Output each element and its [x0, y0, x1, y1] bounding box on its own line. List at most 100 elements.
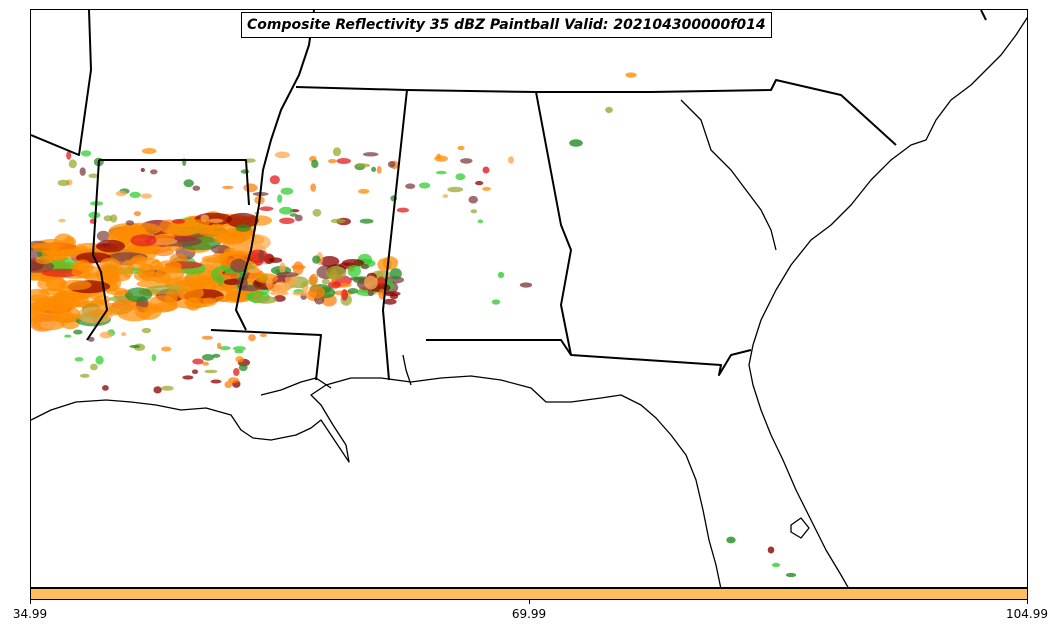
reflectivity-blob [32, 243, 61, 253]
reflectivity-blob [151, 354, 157, 362]
reflectivity-blob [491, 299, 501, 305]
reflectivity-blob [161, 385, 174, 391]
louisiana-mississippi-border [210, 329, 322, 381]
reflectivity-blob [312, 208, 322, 217]
reflectivity-blob [224, 381, 233, 389]
reflectivity-blob [269, 175, 280, 185]
reflectivity-blob [419, 182, 431, 189]
reflectivity-blob [276, 271, 299, 278]
reflectivity-blob [235, 356, 244, 363]
reflectivity-blob [482, 166, 490, 174]
carolina-inlets [680, 99, 777, 251]
oklahoma-arkansas-border [31, 10, 92, 156]
reflectivity-blob [102, 385, 109, 391]
reflectivity-blob [204, 369, 218, 374]
reflectivity-blob [328, 281, 341, 289]
reflectivity-blob [273, 281, 290, 294]
reflectivity-blob [233, 368, 240, 376]
mississippi-alabama-border [382, 89, 408, 381]
reflectivity-blob [130, 234, 157, 247]
reflectivity-blob [58, 218, 66, 223]
reflectivity-blob [625, 72, 637, 78]
coastline [31, 16, 1027, 587]
reflectivity-blob [140, 193, 152, 199]
reflectivity-blob [95, 355, 104, 365]
colorbar-tick-label: 69.99 [511, 607, 547, 621]
reflectivity-blob [164, 290, 178, 307]
reflectivity-blob [280, 187, 294, 195]
reflectivity-blob [161, 346, 172, 352]
reflectivity-blob [153, 386, 162, 394]
reflectivity-blob [223, 278, 241, 286]
reflectivity-blob [447, 186, 464, 193]
lake-okeechobee [790, 517, 810, 539]
reflectivity-blob [165, 228, 201, 236]
colorbar-tick-label: 104.99 [1006, 607, 1048, 621]
reflectivity-blob [341, 259, 365, 267]
reflectivity-blob [172, 219, 186, 224]
atlantic-coast [748, 16, 1027, 587]
reflectivity-blob [341, 289, 348, 301]
reflectivity-blob [73, 329, 83, 335]
reflectivity-blob [434, 155, 448, 162]
reflectivity-blob [294, 214, 303, 222]
reflectivity-blob [347, 264, 361, 278]
reflectivity-blob [247, 268, 260, 273]
reflectivity-blob [176, 284, 204, 301]
reflectivity-blob [152, 248, 174, 257]
reflectivity-blob [182, 375, 194, 380]
reflectivity-blob [230, 258, 248, 273]
reflectivity-blob [355, 163, 371, 168]
reflectivity-blob [336, 158, 351, 164]
reflectivity-blob [255, 296, 277, 304]
reflectivity-blob [81, 150, 92, 157]
reflectivity-blob [183, 179, 194, 188]
reflectivity-blob [174, 279, 195, 286]
reflectivity-blob [191, 369, 199, 375]
alabama-florida-border [426, 339, 752, 376]
mississippi-river [235, 10, 315, 331]
reflectivity-blob [328, 159, 337, 164]
reflectivity-blob [154, 233, 175, 242]
reflectivity-blob [87, 336, 95, 342]
reflectivity-blob [216, 342, 222, 349]
reflectivity-blob [325, 265, 347, 280]
reflectivity-blob [155, 266, 185, 282]
louisiana-delta [260, 377, 332, 396]
reflectivity-blob [330, 218, 346, 224]
reflectivity-blob [121, 332, 127, 337]
colorbar-tick-label: 34.99 [12, 607, 48, 621]
reflectivity-blob [75, 259, 91, 272]
reflectivity-blob [321, 278, 330, 285]
reflectivity-blob [115, 190, 127, 197]
reflectivity-blob [377, 258, 392, 272]
reflectivity-blob [292, 261, 304, 276]
reflectivity-blob [436, 153, 442, 160]
reflectivity-blob [208, 223, 225, 235]
colorbar-tick-mark [529, 600, 530, 604]
reflectivity-blob [216, 231, 246, 245]
reflectivity-blob [219, 346, 231, 351]
reflectivity-blob [192, 185, 201, 191]
reflectivity-blob [460, 158, 473, 164]
reflectivity-blob [767, 546, 775, 554]
reflectivity-blob [396, 207, 409, 213]
reflectivity-blob [477, 219, 484, 224]
reflectivity-blob [35, 256, 54, 265]
reflectivity-blob [133, 211, 141, 217]
reflectivity-blob [310, 183, 317, 192]
reflectivity-blob [277, 194, 283, 204]
reflectivity-blob [57, 179, 70, 187]
reflectivity-blob [259, 206, 274, 211]
reflectivity-blob [259, 333, 267, 337]
reflectivity-blob [289, 213, 298, 217]
reflectivity-blob [192, 358, 204, 365]
paintball-layer [31, 72, 797, 578]
reflectivity-blob [240, 169, 250, 174]
reflectivity-blob [66, 151, 72, 160]
reflectivity-blob [96, 230, 110, 242]
reflectivity-blob [37, 276, 68, 292]
reflectivity-blob [105, 287, 129, 295]
alabama-georgia-border [535, 91, 572, 356]
reflectivity-blob [248, 334, 256, 342]
